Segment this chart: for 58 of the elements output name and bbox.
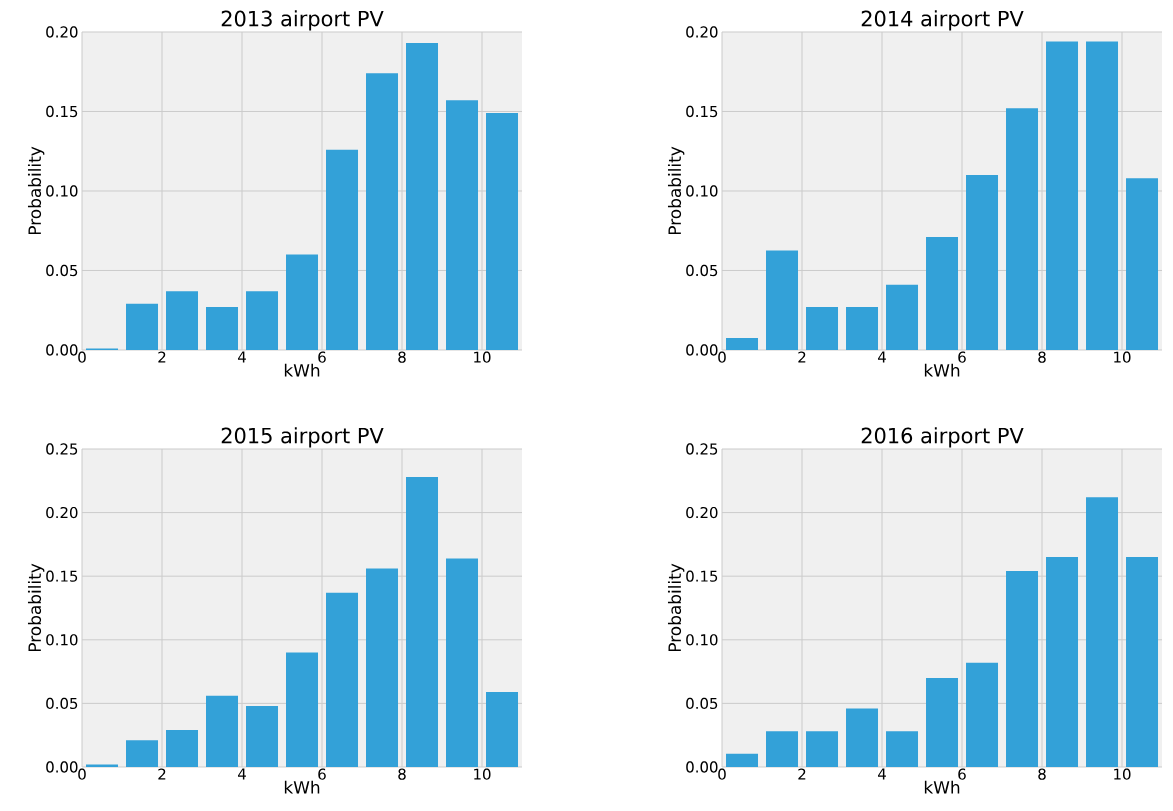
x-tick-label: 4 <box>237 768 246 780</box>
y-tick-label: 0.20 <box>686 506 718 519</box>
y-tick-label: 0.15 <box>46 570 78 582</box>
x-tick-label: 10 <box>1114 768 1131 780</box>
x-tick-label: 8 <box>398 768 406 780</box>
y-tick-label: 0.20 <box>46 506 78 519</box>
y-tick-label: 0.05 <box>46 697 78 710</box>
y-tick-label: 0.10 <box>686 185 718 197</box>
x-tick-label: 8 <box>1038 351 1046 363</box>
x-tick-label: 10 <box>474 351 491 363</box>
y-tick-label: 0.00 <box>46 761 78 773</box>
y-tick-label: 0.05 <box>686 264 718 277</box>
x-tick-label: 2 <box>158 351 166 363</box>
y-axis-title: Probability <box>27 146 45 235</box>
y-tick-label: 0.00 <box>46 344 78 356</box>
chart-title: 2013 airport PV <box>221 10 384 31</box>
x-tick-label: 6 <box>958 351 966 363</box>
y-axis-title: Probability <box>27 563 45 652</box>
x-tick-label: 0 <box>718 768 726 780</box>
x-axis-title: kWh <box>284 780 320 794</box>
x-tick-label: 2 <box>798 351 806 363</box>
y-tick-label: 0.20 <box>686 26 718 38</box>
y-tick-label: 0.20 <box>46 26 78 38</box>
y-tick-label: 0.10 <box>46 185 78 197</box>
x-tick-label: 4 <box>877 351 886 363</box>
x-tick-label: 4 <box>237 351 246 363</box>
x-tick-label: 0 <box>78 768 86 780</box>
x-axis-title: kWh <box>284 363 320 377</box>
x-tick-label: 10 <box>474 768 491 780</box>
x-tick-label: 4 <box>877 768 886 780</box>
x-tick-label: 0 <box>718 351 726 363</box>
y-tick-label: 0.00 <box>686 761 718 773</box>
y-tick-label: 0.05 <box>46 264 78 277</box>
x-axis-title: kWh <box>924 363 960 377</box>
x-tick-label: 0 <box>78 351 86 363</box>
x-tick-label: 10 <box>1114 351 1131 363</box>
x-tick-label: 6 <box>318 768 326 780</box>
x-tick-label: 6 <box>318 351 326 363</box>
x-tick-label: 6 <box>958 768 966 780</box>
x-tick-label: 8 <box>398 351 406 363</box>
chart-title: 2015 airport PV <box>221 427 384 448</box>
y-tick-label: 0.25 <box>46 443 78 455</box>
x-axis-title: kWh <box>924 780 960 794</box>
y-tick-label: 0.05 <box>686 697 718 710</box>
y-tick-label: 0.25 <box>686 443 718 455</box>
y-tick-label: 0.15 <box>686 570 718 582</box>
x-tick-label: 2 <box>798 768 806 780</box>
y-tick-label: 0.10 <box>46 634 78 646</box>
x-tick-label: 2 <box>158 768 166 780</box>
y-tick-label: 0.00 <box>686 344 718 356</box>
x-tick-label: 8 <box>1038 768 1046 780</box>
chart-title: 2014 airport PV <box>861 10 1024 31</box>
y-axis-title: Probability <box>667 563 685 652</box>
y-tick-label: 0.15 <box>686 105 718 118</box>
y-tick-label: 0.10 <box>686 634 718 646</box>
y-tick-label: 0.15 <box>46 105 78 118</box>
y-axis-title: Probability <box>667 146 685 235</box>
chart-title: 2016 airport PV <box>861 427 1024 448</box>
